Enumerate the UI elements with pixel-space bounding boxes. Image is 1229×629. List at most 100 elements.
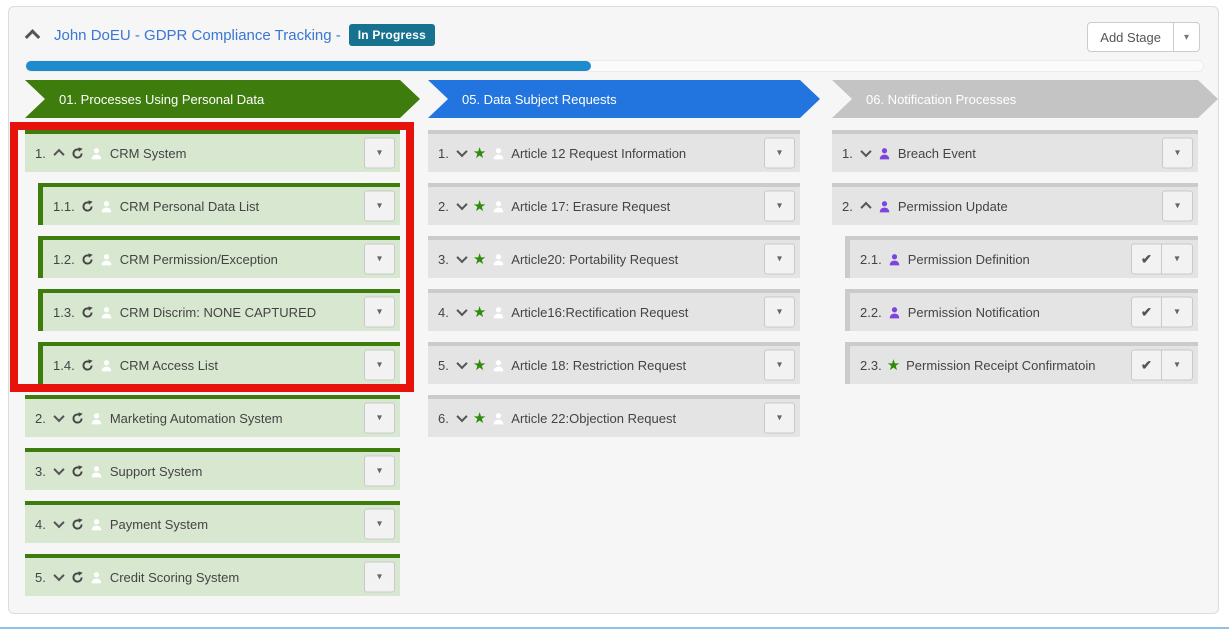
item-menu-button[interactable]: ▾ bbox=[364, 243, 395, 275]
stage-06-header[interactable]: 06. Notification Processes bbox=[832, 80, 1218, 118]
caret-down-icon: ▾ bbox=[1174, 359, 1180, 371]
chevron-down-icon[interactable] bbox=[51, 463, 67, 479]
item-number: 5. bbox=[438, 357, 449, 373]
stage-item[interactable]: 6. ★ Article 22:Objection Request ▾ bbox=[428, 395, 800, 437]
item-menu-button[interactable]: ▾ bbox=[364, 508, 395, 540]
refresh-icon bbox=[80, 251, 96, 267]
item-check-button[interactable]: ✔ bbox=[1131, 349, 1162, 381]
item-menu-button[interactable]: ▾ bbox=[364, 296, 395, 328]
item-menu-button[interactable]: ▾ bbox=[364, 402, 395, 434]
item-check-button[interactable]: ✔ bbox=[1131, 296, 1162, 328]
item-menu-button[interactable]: ▾ bbox=[364, 561, 395, 593]
add-stage-caret-button[interactable]: ▾ bbox=[1174, 22, 1200, 52]
panel-header: John DoEU - GDPR Compliance Tracking - I… bbox=[24, 20, 435, 50]
caret-down-icon: ▾ bbox=[376, 253, 383, 265]
person-icon bbox=[99, 198, 115, 214]
stage-subitem[interactable]: 1.2. CRM Permission/Exception ▾ bbox=[38, 236, 400, 278]
chevron-up-icon[interactable] bbox=[51, 145, 67, 161]
item-number: 1.3. bbox=[53, 304, 75, 320]
caret-down-icon: ▾ bbox=[1174, 200, 1181, 212]
stage-item[interactable]: 1. Breach Event ▾ bbox=[832, 130, 1198, 172]
stage-item[interactable]: 4. ★ Article16:Rectification Request ▾ bbox=[428, 289, 800, 331]
item-menu-button[interactable]: ▾ bbox=[764, 243, 795, 275]
stage-subitem[interactable]: 2.1. Permission Definition ✔ ▾ bbox=[845, 236, 1198, 278]
item-menu-button[interactable]: ▾ bbox=[764, 349, 795, 381]
item-actions: ▾ bbox=[364, 349, 395, 381]
item-menu-button[interactable]: ▾ bbox=[1162, 190, 1193, 222]
item-number: 1.1. bbox=[53, 198, 75, 214]
chevron-down-icon[interactable] bbox=[454, 145, 470, 161]
stage-subitem[interactable]: 1.1. CRM Personal Data List ▾ bbox=[38, 183, 400, 225]
item-menu-button[interactable]: ▾ bbox=[764, 296, 795, 328]
stage-item[interactable]: 2. Marketing Automation System ▾ bbox=[25, 395, 400, 437]
item-number: 4. bbox=[438, 304, 449, 320]
caret-down-icon: ▾ bbox=[776, 306, 783, 318]
chevron-down-icon[interactable] bbox=[454, 198, 470, 214]
chevron-down-icon[interactable] bbox=[51, 410, 67, 426]
person-icon bbox=[99, 251, 115, 267]
star-icon: ★ bbox=[472, 197, 487, 215]
chevron-down-icon[interactable] bbox=[454, 304, 470, 320]
stage-item[interactable]: 5. Credit Scoring System ▾ bbox=[25, 554, 400, 596]
item-label: Article16:Rectification Request bbox=[511, 304, 689, 320]
item-menu-button[interactable]: ▾ bbox=[1162, 137, 1193, 169]
item-menu-button[interactable]: ▾ bbox=[364, 137, 395, 169]
item-number: 2.3. bbox=[860, 357, 882, 373]
item-number: 1. bbox=[438, 145, 449, 161]
item-check-button[interactable]: ✔ bbox=[1131, 243, 1162, 275]
item-menu-button[interactable]: ▾ bbox=[764, 137, 795, 169]
item-menu-button[interactable]: ▾ bbox=[764, 402, 795, 434]
chevron-down-icon[interactable] bbox=[454, 251, 470, 267]
stage-item[interactable]: 3. Support System ▾ bbox=[25, 448, 400, 490]
stage-subitem[interactable]: 1.4. CRM Access List ▾ bbox=[38, 342, 400, 384]
person-icon bbox=[877, 145, 893, 161]
refresh-icon bbox=[70, 569, 86, 585]
page-title[interactable]: John DoEU - GDPR Compliance Tracking - bbox=[54, 26, 341, 44]
chevron-down-icon[interactable] bbox=[51, 569, 67, 585]
item-actions: ▾ bbox=[764, 137, 795, 169]
stage-05-header[interactable]: 05. Data Subject Requests bbox=[428, 80, 820, 118]
item-menu-button[interactable]: ▾ bbox=[364, 190, 395, 222]
stage-item[interactable]: 2. Permission Update ▾ bbox=[832, 183, 1198, 225]
stage-item[interactable]: 1. CRM System ▾ bbox=[25, 130, 400, 172]
add-stage-button-group: Add Stage ▾ bbox=[1087, 22, 1200, 52]
caret-down-icon: ▾ bbox=[376, 571, 383, 583]
collapse-chevron-icon[interactable] bbox=[24, 27, 40, 45]
chevron-down-icon[interactable] bbox=[51, 516, 67, 532]
stage-item[interactable]: 1. ★ Article 12 Request Information ▾ bbox=[428, 130, 800, 172]
item-menu-button[interactable]: ▾ bbox=[764, 190, 795, 222]
person-icon bbox=[89, 410, 105, 426]
chevron-down-icon[interactable] bbox=[858, 145, 874, 161]
star-icon: ★ bbox=[472, 303, 487, 321]
person-icon bbox=[99, 304, 115, 320]
person-icon bbox=[490, 357, 506, 373]
item-actions: ▾ bbox=[1162, 190, 1193, 222]
item-menu-button[interactable]: ▾ bbox=[1162, 243, 1193, 275]
stage-subitem[interactable]: 1.3. CRM Discrim: NONE CAPTURED ▾ bbox=[38, 289, 400, 331]
chevron-down-icon[interactable] bbox=[454, 410, 470, 426]
stage-01-header[interactable]: 01. Processes Using Personal Data bbox=[25, 80, 420, 118]
item-menu-button[interactable]: ▾ bbox=[364, 455, 395, 487]
stage-item[interactable]: 5. ★ Article 18: Restriction Request ▾ bbox=[428, 342, 800, 384]
item-menu-button[interactable]: ▾ bbox=[1162, 296, 1193, 328]
item-menu-button[interactable]: ▾ bbox=[364, 349, 395, 381]
add-stage-button[interactable]: Add Stage bbox=[1087, 22, 1174, 52]
item-actions: ▾ bbox=[764, 243, 795, 275]
stage-subitem[interactable]: 2.2. Permission Notification ✔ ▾ bbox=[845, 289, 1198, 331]
stage-subitem[interactable]: 2.3. ★ Permission Receipt Confirmatoin ✔ ▾ bbox=[845, 342, 1198, 384]
person-icon bbox=[887, 304, 903, 320]
refresh-icon bbox=[80, 304, 96, 320]
person-icon bbox=[877, 198, 893, 214]
item-actions: ▾ bbox=[764, 402, 795, 434]
item-menu-button[interactable]: ▾ bbox=[1162, 349, 1193, 381]
item-label: CRM Permission/Exception bbox=[119, 251, 278, 267]
refresh-icon bbox=[70, 463, 86, 479]
stage-item[interactable]: 4. Payment System ▾ bbox=[25, 501, 400, 543]
chevron-down-icon[interactable] bbox=[454, 357, 470, 373]
stage-05-column: 05. Data Subject Requests 1. ★ Article 12 R… bbox=[428, 80, 820, 448]
item-number: 1.4. bbox=[53, 357, 75, 373]
stage-item[interactable]: 3. ★ Article20: Portability Request ▾ bbox=[428, 236, 800, 278]
chevron-up-icon[interactable] bbox=[858, 198, 874, 214]
stage-item[interactable]: 2. ★ Article 17: Erasure Request ▾ bbox=[428, 183, 800, 225]
item-label: Payment System bbox=[109, 516, 209, 532]
